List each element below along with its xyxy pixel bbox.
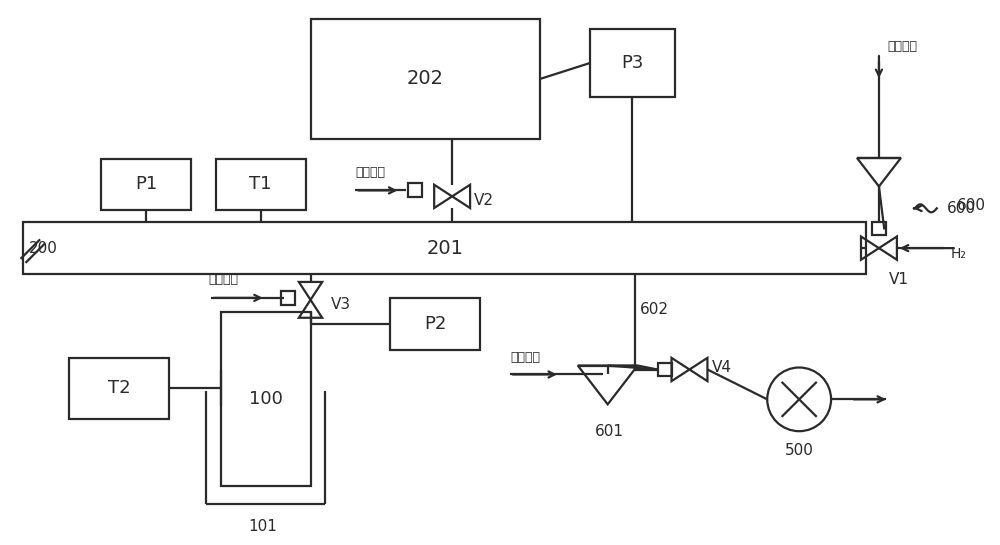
Bar [101,159,191,210]
Text: H₂: H₂ [951,247,967,261]
Text: V2: V2 [474,193,494,208]
Text: 压缩空气: 压缩空气 [887,40,917,53]
Bar [69,358,169,419]
Bar [311,19,540,138]
Bar [390,298,480,349]
Text: T2: T2 [108,379,130,397]
Text: 压缩空气: 压缩空气 [510,351,540,364]
Text: 600: 600 [947,201,976,216]
Text: 100: 100 [249,390,283,408]
Text: V4: V4 [711,360,731,375]
Text: P1: P1 [135,175,157,193]
Text: 600: 600 [957,198,986,213]
Bar [658,362,672,377]
Text: 601: 601 [595,423,624,439]
Text: 500: 500 [785,443,814,458]
Text: 压缩空气: 压缩空气 [209,274,239,287]
Bar [221,312,311,486]
Text: T1: T1 [249,175,272,193]
Bar [872,222,886,235]
Text: 600: 600 [0,544,1,545]
Text: V3: V3 [330,298,351,312]
Text: V1: V1 [889,272,909,287]
Text: P2: P2 [424,315,446,333]
Bar [590,29,675,97]
Text: P3: P3 [621,54,643,72]
Text: 202: 202 [407,70,444,88]
Bar [408,184,422,197]
Text: 200: 200 [29,241,58,256]
Bar [23,222,866,274]
Text: 101: 101 [248,519,277,534]
Text: 602: 602 [640,302,669,317]
Text: 201: 201 [426,239,463,258]
Text: 压缩空气: 压缩空气 [355,166,385,179]
Bar [216,159,306,210]
Bar [281,291,295,305]
